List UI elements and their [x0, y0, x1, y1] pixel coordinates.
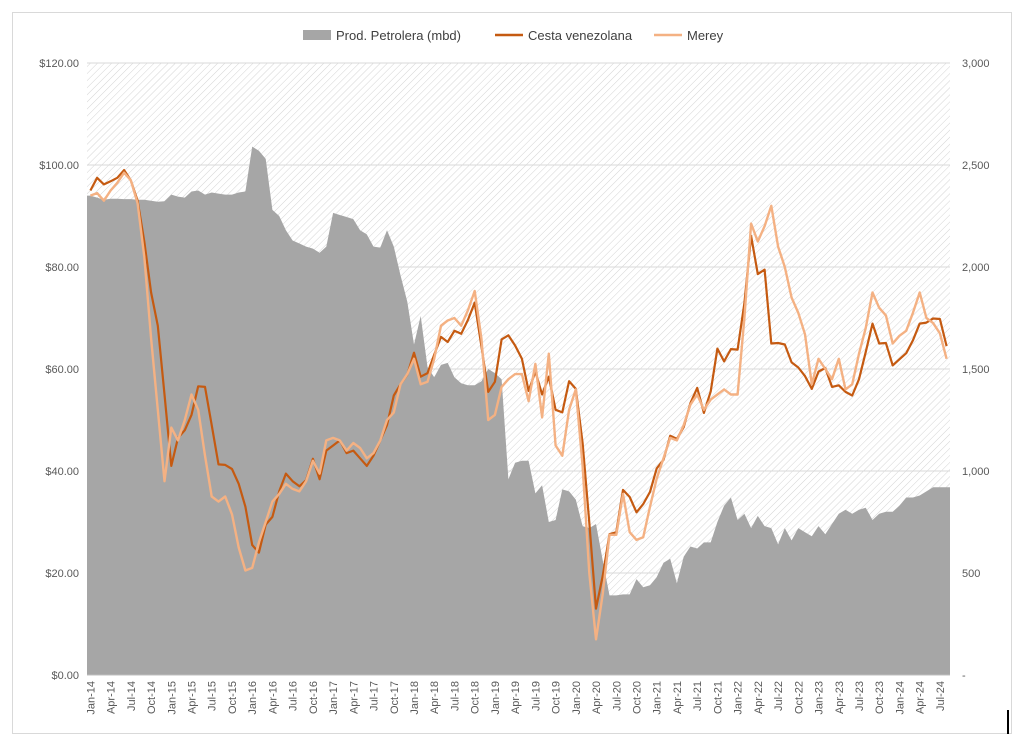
y-right-tick-label: 500 — [962, 568, 980, 580]
x-tick-label: Oct-21 — [712, 681, 724, 714]
x-tick-label: Jan-23 — [814, 681, 826, 715]
x-tick-label: Apr-14 — [106, 681, 118, 714]
x-tick-label: Oct-16 — [308, 681, 320, 714]
x-tick-label: Jul-21 — [692, 681, 704, 711]
y-left-tick-label: $120.00 — [39, 58, 79, 70]
y-left-tick-label: $60.00 — [45, 364, 79, 376]
x-tick-label: Apr-16 — [267, 681, 279, 714]
x-tick-label: Apr-24 — [915, 681, 927, 714]
x-tick-label: Jul-14 — [126, 681, 138, 711]
chart-svg: $0.00 $20.00 $40.00 $60.00 $80.00 $100.00 $120… — [39, 28, 990, 715]
x-tick-label: Jul-18 — [449, 681, 461, 711]
y-left-tick-label: $80.00 — [45, 262, 79, 274]
x-tick-label: Oct-19 — [551, 681, 563, 714]
legend-label: Merey — [687, 28, 724, 43]
x-tick-label: Jul-22 — [773, 681, 785, 711]
y-right-tick-label: 3,000 — [962, 58, 990, 70]
x-tick-label: Oct-22 — [793, 681, 805, 714]
series-line-merey — [89, 171, 948, 641]
x-tick-label: Jan-20 — [571, 681, 583, 715]
x-tick-label: Jul-24 — [935, 681, 947, 711]
y-left-tick-label: $100.00 — [39, 160, 79, 172]
series-line-cesta-venezolana — [89, 169, 948, 610]
x-tick-label: Jul-17 — [369, 681, 381, 711]
legend-label: Cesta venezolana — [528, 28, 633, 43]
x-tick-label: Jan-14 — [85, 681, 97, 715]
x-tick-label: Oct-15 — [227, 681, 239, 714]
x-tick-label: Jul-16 — [288, 681, 300, 711]
x-tick-label: Apr-19 — [510, 681, 522, 714]
y-left-tick-label: $40.00 — [45, 466, 79, 478]
x-tick-label: Jul-19 — [530, 681, 542, 711]
text-cursor — [1007, 710, 1009, 734]
x-tick-label: Apr-20 — [591, 681, 603, 714]
x-tick-label: Oct-20 — [631, 681, 643, 714]
chart-area: $0.00 $20.00 $40.00 $60.00 $80.00 $100.00 $120… — [12, 12, 1012, 734]
x-tick-label: Apr-17 — [348, 681, 360, 714]
x-tick-label: Oct-23 — [874, 681, 886, 714]
x-tick-label: Apr-15 — [187, 681, 199, 714]
y-right-tick-label: - — [962, 670, 966, 682]
x-tick-label: Jan-15 — [166, 681, 178, 715]
y-right-tick-label: 1,000 — [962, 466, 990, 478]
y-right-tick-label: 2,000 — [962, 262, 990, 274]
y-right-tick-label: 2,500 — [962, 160, 990, 172]
legend-label: Prod. Petrolera (mbd) — [336, 28, 461, 43]
x-tick-label: Jul-23 — [854, 681, 866, 711]
x-tick-label: Apr-23 — [834, 681, 846, 714]
x-tick-label: Jan-24 — [894, 681, 906, 715]
x-tick-label: Jan-16 — [247, 681, 259, 715]
x-tick-label: Jan-21 — [652, 681, 664, 715]
x-tick-label: Jul-15 — [207, 681, 219, 711]
series-area-prod-petrolera — [87, 146, 950, 676]
x-tick-label: Jan-19 — [490, 681, 502, 715]
x-tick-label: Apr-18 — [429, 681, 441, 714]
x-tick-label: Oct-14 — [146, 681, 158, 714]
x-tick-label: Apr-22 — [753, 681, 765, 714]
x-tick-label: Oct-17 — [389, 681, 401, 714]
x-tick-label: Jan-17 — [328, 681, 340, 715]
x-tick-label: Jan-22 — [733, 681, 745, 715]
x-tick-label: Apr-21 — [672, 681, 684, 714]
y-left-tick-label: $0.00 — [51, 670, 79, 682]
y-left-tick-label: $20.00 — [45, 568, 79, 580]
y-right-tick-label: 1,500 — [962, 364, 990, 376]
x-tick-label: Jul-20 — [611, 681, 623, 711]
legend-swatch — [303, 30, 331, 40]
x-tick-label: Oct-18 — [470, 681, 482, 714]
x-tick-label: Jan-18 — [409, 681, 421, 715]
